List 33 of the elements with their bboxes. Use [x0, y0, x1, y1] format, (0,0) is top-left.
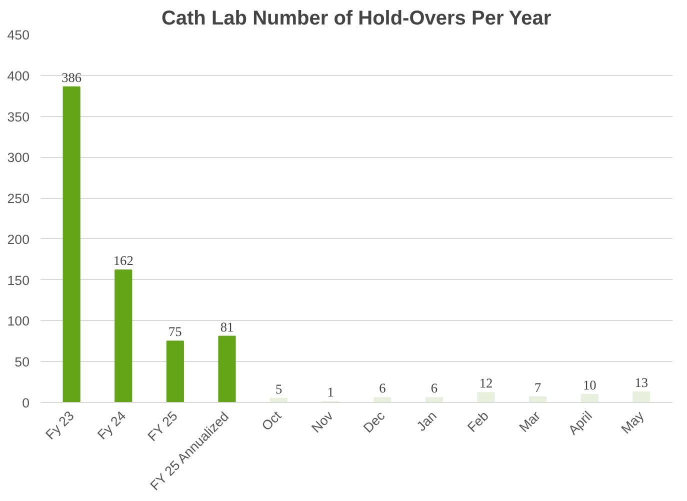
- y-tick-label: 350: [7, 109, 30, 124]
- x-tick-label: May: [618, 408, 647, 437]
- x-tick-label: Fy 23: [42, 408, 77, 442]
- chart-title: Cath Lab Number of Hold-Overs Per Year: [161, 8, 552, 30]
- x-tick-label: Mar: [516, 408, 544, 436]
- data-label: 81: [220, 319, 234, 334]
- data-label: 10: [582, 377, 597, 392]
- data-label: 6: [430, 380, 438, 396]
- y-tick-label: 150: [7, 272, 30, 288]
- data-label: 386: [62, 70, 82, 85]
- data-label: 1: [327, 384, 334, 400]
- data-label: 13: [634, 374, 648, 390]
- x-tick-label: Nov: [308, 408, 336, 436]
- data-label: 6: [379, 380, 386, 396]
- x-tick-label: Oct: [258, 408, 284, 434]
- x-tick-label: Dec: [360, 408, 388, 436]
- x-tick-label: FY 25: [144, 408, 180, 444]
- y-tick-label: 450: [7, 28, 30, 42]
- data-label: 162: [113, 253, 134, 268]
- data-label: 75: [168, 324, 182, 340]
- data-label: 7: [534, 380, 542, 395]
- x-tick-label: Fy 24: [94, 408, 130, 442]
- y-tick-label: 250: [7, 191, 30, 206]
- y-tick-label: 0: [22, 396, 30, 410]
- data-label: 5: [275, 381, 282, 396]
- data-label: 12: [479, 376, 493, 391]
- y-tick-label: 200: [7, 232, 30, 247]
- y-tick-label: 400: [7, 68, 30, 84]
- y-tick-label: 100: [7, 314, 30, 329]
- y-tick-label: 300: [7, 150, 30, 166]
- y-tick-label: 50: [14, 354, 30, 370]
- x-tick-label: Feb: [464, 408, 492, 436]
- x-tick-label: Jan: [414, 408, 440, 434]
